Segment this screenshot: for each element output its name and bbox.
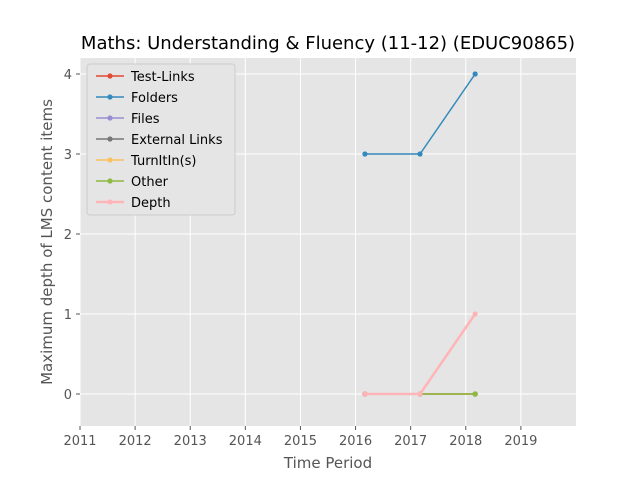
data-point-other — [472, 391, 478, 397]
legend-label: Other — [131, 175, 169, 190]
x-tick-label: 2015 — [284, 434, 317, 449]
data-point-folders — [472, 71, 478, 77]
x-tick-label: 2011 — [63, 434, 96, 449]
data-point-folders — [362, 151, 368, 157]
legend-box — [86, 63, 236, 216]
x-axis-label: Time Period — [283, 454, 372, 472]
series-lines — [362, 71, 478, 397]
y-axis-label: Maximum depth of LMS content items — [38, 99, 56, 385]
y-tick-label: 4 — [64, 68, 72, 83]
data-point-depth — [417, 391, 423, 397]
legend-swatch-marker — [107, 136, 113, 142]
y-tick-label: 2 — [64, 228, 72, 243]
data-point-depth — [362, 391, 368, 397]
series-depth — [362, 311, 478, 397]
legend-swatch-marker — [107, 73, 113, 79]
y-tick-label: 3 — [64, 148, 72, 163]
legend-label: External Links — [131, 133, 223, 148]
x-tick-label: 2016 — [339, 434, 372, 449]
legend-swatch-marker — [107, 178, 113, 184]
legend-label: TurnItIn(s) — [130, 154, 196, 169]
legend-label: Folders — [131, 91, 178, 106]
legend-item-other: Other — [96, 175, 169, 190]
y-tick-labels: 0 1 2 3 4 — [64, 68, 80, 403]
legend-swatch-marker — [107, 94, 113, 100]
legend-label: Depth — [131, 196, 171, 211]
chart-title: Maths: Understanding & Fluency (11-12) (… — [81, 33, 575, 54]
legend-label: Files — [131, 112, 160, 127]
legend-item-turnitin-s: TurnItIn(s) — [96, 154, 196, 169]
y-tick-label: 1 — [64, 308, 72, 323]
y-tick-label: 0 — [64, 388, 72, 403]
data-point-folders — [417, 151, 423, 157]
x-tick-label: 2019 — [504, 434, 537, 449]
legend-swatch-marker — [107, 199, 113, 205]
legend-item-external-links: External Links — [96, 133, 223, 148]
legend-item-folders: Folders — [96, 91, 178, 106]
series-folders — [362, 71, 478, 157]
data-point-depth — [472, 311, 478, 317]
x-tick-label: 2017 — [394, 434, 427, 449]
x-tick-label: 2013 — [174, 434, 207, 449]
x-tick-label: 2014 — [229, 434, 262, 449]
legend-item-files: Files — [96, 112, 160, 127]
x-tick-label: 2012 — [119, 434, 152, 449]
x-tick-labels: 2011 2012 2013 2014 2015 2016 2017 2018 2019 — [63, 426, 537, 449]
legend-swatch-marker — [107, 115, 113, 121]
legend-label: Test-Links — [130, 70, 195, 85]
legend: Test-Links Folders Files External Links Turn… — [86, 63, 236, 216]
legend-item-test-links: Test-Links — [96, 70, 195, 85]
legend-swatch-marker — [107, 157, 113, 163]
legend-item-depth: Depth — [96, 196, 171, 211]
x-tick-label: 2018 — [449, 434, 482, 449]
